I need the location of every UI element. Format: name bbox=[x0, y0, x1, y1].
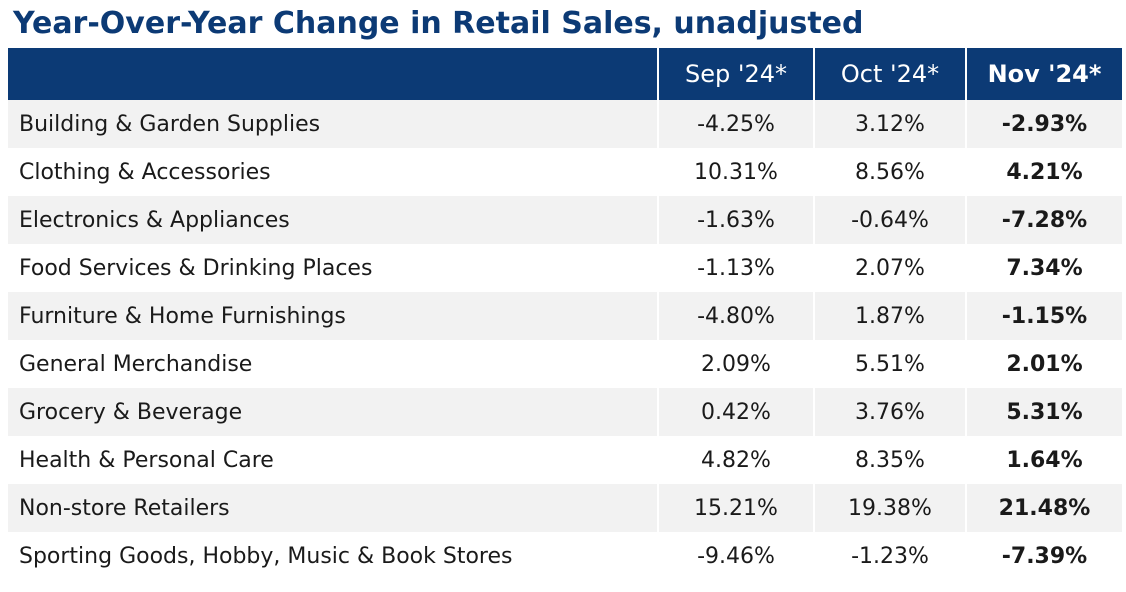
header-oct-24: Oct '24* bbox=[813, 48, 966, 100]
category-cell: Clothing & Accessories bbox=[8, 148, 658, 196]
sep-value-cell: -4.80% bbox=[657, 292, 814, 340]
table-title: Year-Over-Year Change in Retail Sales, u… bbox=[13, 6, 864, 41]
nov-value-cell: 5.31% bbox=[965, 388, 1122, 436]
category-cell: Sporting Goods, Hobby, Music & Book Stor… bbox=[8, 532, 658, 580]
oct-value-cell: 5.51% bbox=[813, 340, 966, 388]
category-cell: Electronics & Appliances bbox=[8, 196, 658, 244]
category-cell: General Merchandise bbox=[8, 340, 658, 388]
oct-value-cell: 8.35% bbox=[813, 436, 966, 484]
nov-value-cell: 7.34% bbox=[965, 244, 1122, 292]
sep-value-cell: -9.46% bbox=[657, 532, 814, 580]
sep-value-cell: -1.13% bbox=[657, 244, 814, 292]
sep-value-cell: 15.21% bbox=[657, 484, 814, 532]
table-row: General Merchandise 2.09% 5.51% 2.01% bbox=[8, 340, 1122, 388]
table-row: Sporting Goods, Hobby, Music & Book Stor… bbox=[8, 532, 1122, 580]
category-cell: Food Services & Drinking Places bbox=[8, 244, 658, 292]
sep-value-cell: -4.25% bbox=[657, 100, 814, 148]
nov-value-cell: 1.64% bbox=[965, 436, 1122, 484]
category-cell: Non-store Retailers bbox=[8, 484, 658, 532]
table-row: Furniture & Home Furnishings -4.80% 1.87… bbox=[8, 292, 1122, 340]
sep-value-cell: 10.31% bbox=[657, 148, 814, 196]
oct-value-cell: -0.64% bbox=[813, 196, 966, 244]
table-row: Clothing & Accessories 10.31% 8.56% 4.21… bbox=[8, 148, 1122, 196]
sep-value-cell: 0.42% bbox=[657, 388, 814, 436]
table-row: Non-store Retailers 15.21% 19.38% 21.48% bbox=[8, 484, 1122, 532]
sep-value-cell: 4.82% bbox=[657, 436, 814, 484]
table-row: Food Services & Drinking Places -1.13% 2… bbox=[8, 244, 1122, 292]
nov-value-cell: 4.21% bbox=[965, 148, 1122, 196]
sep-value-cell: -1.63% bbox=[657, 196, 814, 244]
oct-value-cell: 3.76% bbox=[813, 388, 966, 436]
sep-value-cell: 2.09% bbox=[657, 340, 814, 388]
header-row: Sep '24* Oct '24* Nov '24* bbox=[8, 48, 1122, 100]
oct-value-cell: -1.23% bbox=[813, 532, 966, 580]
retail-sales-table: Sep '24* Oct '24* Nov '24* Building & Ga… bbox=[8, 48, 1122, 580]
category-cell: Grocery & Beverage bbox=[8, 388, 658, 436]
header-category bbox=[8, 48, 658, 100]
category-cell: Health & Personal Care bbox=[8, 436, 658, 484]
oct-value-cell: 19.38% bbox=[813, 484, 966, 532]
nov-value-cell: -7.28% bbox=[965, 196, 1122, 244]
table-row: Building & Garden Supplies -4.25% 3.12% … bbox=[8, 100, 1122, 148]
nov-value-cell: -1.15% bbox=[965, 292, 1122, 340]
table-row: Grocery & Beverage 0.42% 3.76% 5.31% bbox=[8, 388, 1122, 436]
category-cell: Building & Garden Supplies bbox=[8, 100, 658, 148]
nov-value-cell: -7.39% bbox=[965, 532, 1122, 580]
table-row: Health & Personal Care 4.82% 8.35% 1.64% bbox=[8, 436, 1122, 484]
header-sep-24: Sep '24* bbox=[657, 48, 814, 100]
table-row: Electronics & Appliances -1.63% -0.64% -… bbox=[8, 196, 1122, 244]
nov-value-cell: 2.01% bbox=[965, 340, 1122, 388]
oct-value-cell: 3.12% bbox=[813, 100, 966, 148]
category-cell: Furniture & Home Furnishings bbox=[8, 292, 658, 340]
nov-value-cell: -2.93% bbox=[965, 100, 1122, 148]
oct-value-cell: 1.87% bbox=[813, 292, 966, 340]
header-nov-24: Nov '24* bbox=[965, 48, 1122, 100]
oct-value-cell: 8.56% bbox=[813, 148, 966, 196]
oct-value-cell: 2.07% bbox=[813, 244, 966, 292]
nov-value-cell: 21.48% bbox=[965, 484, 1122, 532]
